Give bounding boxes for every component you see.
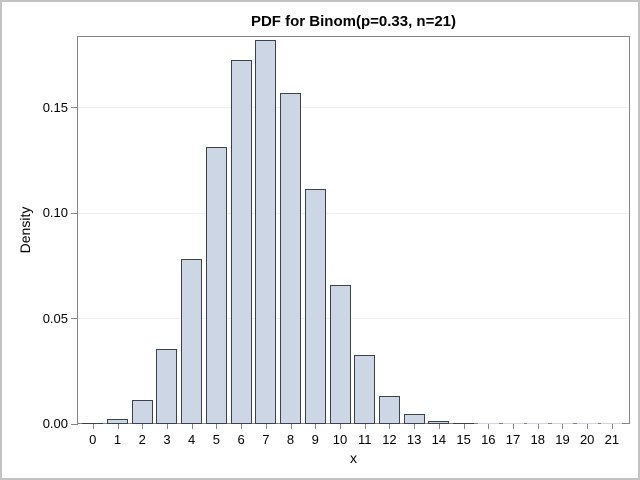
x-tick-label: 1	[113, 432, 122, 447]
x-tick	[117, 424, 119, 429]
y-tick-label: 0.05	[42, 310, 68, 326]
x-tick-label: 21	[604, 432, 620, 447]
x-tick	[438, 424, 440, 429]
bar	[304, 188, 326, 424]
x-tick-label: 16	[481, 432, 496, 447]
x-tick-label: 14	[431, 432, 447, 447]
bar	[354, 355, 376, 424]
y-tick	[71, 423, 78, 425]
bar	[230, 60, 252, 424]
x-tick	[166, 424, 168, 429]
x-tick-label: 2	[138, 432, 146, 447]
x-tick	[513, 424, 515, 429]
x-axis-label: x	[350, 450, 357, 466]
x-tick	[488, 424, 490, 429]
bar	[107, 419, 129, 424]
x-tick-label: 4	[188, 432, 196, 447]
x-tick	[191, 424, 193, 429]
x-tick-label: 3	[163, 432, 171, 447]
x-tick-label: 7	[262, 432, 270, 447]
x-tick-label: 10	[332, 432, 348, 447]
x-tick	[265, 424, 267, 429]
x-tick	[364, 424, 366, 429]
bar	[205, 147, 227, 424]
x-tick-label: 17	[505, 432, 521, 447]
x-tick-label: 19	[555, 432, 570, 447]
bar	[551, 423, 573, 424]
x-tick-label: 12	[382, 432, 397, 447]
x-tick-label: 0	[89, 432, 97, 447]
bar	[82, 423, 104, 424]
x-tick	[611, 424, 613, 429]
x-tick-label: 9	[311, 432, 319, 447]
bar	[477, 423, 499, 424]
x-tick	[414, 424, 416, 429]
x-tick	[562, 424, 564, 429]
y-tick-label: 0.15	[42, 99, 68, 115]
x-tick	[537, 424, 539, 429]
x-tick-label: 5	[212, 432, 220, 447]
bar	[329, 284, 351, 424]
y-tick	[71, 318, 78, 319]
bar	[378, 395, 400, 424]
x-tick	[587, 424, 589, 429]
x-tick-label: 20	[579, 432, 595, 447]
x-tick-label: 8	[286, 432, 295, 447]
x-tick-label: 18	[530, 432, 545, 447]
x-tick-label: 11	[357, 432, 372, 447]
x-tick	[241, 424, 243, 429]
bar	[601, 423, 623, 424]
gridline	[78, 107, 629, 109]
bar	[181, 258, 203, 424]
x-tick	[216, 424, 218, 429]
x-tick	[389, 424, 391, 429]
x-tick	[142, 424, 144, 429]
bar	[576, 423, 598, 424]
x-tick	[92, 424, 94, 429]
bar	[502, 423, 524, 424]
y-tick-label: 0.00	[42, 416, 68, 431]
bar	[156, 349, 178, 424]
bar	[255, 40, 277, 424]
plot-area	[77, 36, 630, 424]
x-tick	[315, 424, 317, 429]
bar	[527, 423, 549, 424]
bar	[403, 414, 425, 424]
gridline	[78, 212, 629, 214]
x-tick	[340, 424, 341, 429]
x-tick	[463, 424, 465, 429]
bar	[428, 421, 450, 424]
bar	[131, 400, 153, 424]
bar	[453, 423, 475, 424]
chart-title: PDF for Binom(p=0.33, n=21)	[250, 13, 457, 30]
bar	[280, 93, 302, 424]
y-tick-label: 0.10	[42, 205, 68, 221]
x-tick-label: 15	[456, 432, 471, 447]
y-tick	[71, 107, 78, 109]
x-tick-label: 13	[406, 432, 422, 447]
y-tick	[71, 212, 78, 214]
x-tick	[290, 424, 292, 429]
x-tick-label: 6	[237, 432, 245, 447]
gridline	[78, 318, 629, 319]
